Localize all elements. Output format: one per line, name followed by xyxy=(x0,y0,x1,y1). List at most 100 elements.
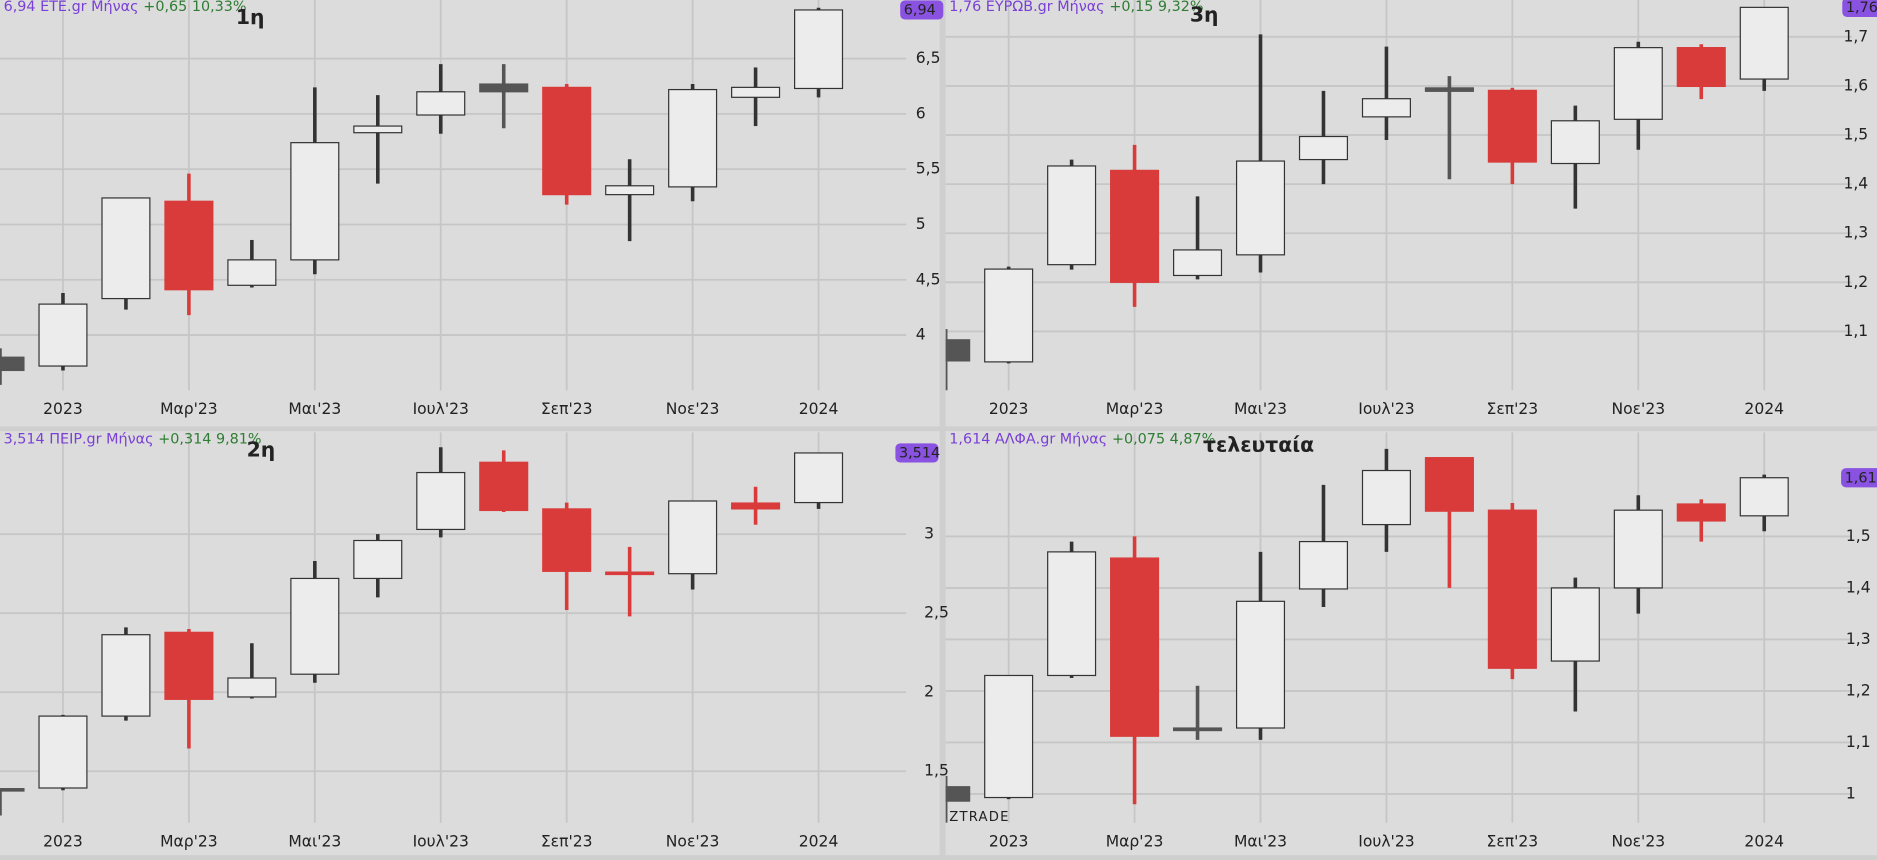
candle-body xyxy=(416,91,466,116)
candle-body xyxy=(1047,165,1097,266)
panel-title: 2η xyxy=(247,437,276,461)
x-tick-label: Νοε'23 xyxy=(1611,400,1665,418)
candle-body xyxy=(794,452,844,504)
y-tick-label: 3 xyxy=(924,525,934,543)
price-tag xyxy=(900,0,944,20)
candle-body xyxy=(38,715,88,789)
candle-body xyxy=(605,571,655,576)
y-tick-label: 1,5 xyxy=(1846,527,1871,545)
y-tick-label: 1 xyxy=(1846,784,1856,802)
candle-body xyxy=(1676,503,1726,522)
y-tick-label: 1,7 xyxy=(1843,27,1868,45)
y-tick-label: 2 xyxy=(924,683,934,701)
candles xyxy=(945,448,1789,823)
candle-body xyxy=(542,86,592,196)
y-tick-label: 1,4 xyxy=(1843,175,1868,193)
symbol-label: 3,514 ΠΕΙΡ.gr Μήνας xyxy=(4,432,154,448)
y-tick-label: 1,6 xyxy=(1843,76,1868,94)
y-tick-label: 1,1 xyxy=(1846,733,1871,751)
candle-body xyxy=(1613,509,1663,589)
y-tick-label: 2,5 xyxy=(924,604,949,622)
legend-header: 1,76 ΕΥΡΩΒ.gr Μήνας +0,15 9,32% xyxy=(949,0,1203,15)
y-tick-label: 1,2 xyxy=(1843,273,1868,291)
candle-body xyxy=(1298,135,1349,161)
candle-body xyxy=(1110,169,1160,283)
y-tick-label: 5,5 xyxy=(916,160,941,178)
price-tag-label: 6,94 xyxy=(904,3,936,19)
y-tick-label: 4 xyxy=(916,326,926,344)
x-tick-label: Νοε'23 xyxy=(666,400,720,418)
legend-header: 6,94 ΕΤΕ.gr Μήνας +0,65 10,33% xyxy=(4,0,247,15)
x-tick-label: Ιουλ'23 xyxy=(1358,832,1414,850)
candle-body xyxy=(1235,160,1286,256)
x-tick-label: Σεπ'23 xyxy=(1487,400,1539,418)
y-tick-label: 1,3 xyxy=(1843,224,1868,242)
candle-body xyxy=(1739,477,1789,517)
candle-body xyxy=(353,539,403,580)
candle-body xyxy=(479,461,529,512)
candle-body xyxy=(984,674,1034,799)
y-tick-label: 1,5 xyxy=(1843,126,1868,144)
candle-body xyxy=(731,502,781,510)
candle-body xyxy=(1550,587,1600,662)
candle-body xyxy=(945,339,971,362)
panel-title: τελευταία xyxy=(1203,433,1314,457)
x-tick-label: Ιουλ'23 xyxy=(413,400,469,418)
panel-title: 1η xyxy=(236,5,265,29)
candle-body xyxy=(605,185,655,196)
candle-body xyxy=(1173,249,1223,277)
candle-body xyxy=(794,9,844,90)
bottom-bar xyxy=(0,855,1877,860)
x-tick-label: Νοε'23 xyxy=(1611,832,1665,850)
candle-body xyxy=(1298,540,1349,590)
x-tick-label: 2023 xyxy=(989,832,1029,850)
candle-body xyxy=(1173,727,1223,732)
candle-body xyxy=(668,500,718,575)
candle-body xyxy=(101,197,151,300)
candle-body xyxy=(945,786,971,802)
candle-body xyxy=(1110,557,1160,737)
candle-body xyxy=(1424,87,1474,92)
y-tick-label: 6,5 xyxy=(916,49,941,67)
x-tick-label: Μαι'23 xyxy=(1234,400,1287,418)
candle-body xyxy=(101,634,151,717)
legend-header: 1,614 ΑΛΦΑ.gr Μήνας +0,075 4,87% xyxy=(949,432,1215,448)
candle-body xyxy=(984,268,1034,363)
candle-body xyxy=(479,83,529,93)
candle-body xyxy=(1739,6,1789,80)
y-tick-label: 6 xyxy=(916,104,926,122)
price-tag xyxy=(1842,0,1877,17)
candle-body xyxy=(1487,89,1537,163)
candle-body xyxy=(1424,457,1474,512)
price-tag xyxy=(895,443,939,463)
symbol-label: 1,76 ΕΥΡΩΒ.gr Μήνας xyxy=(949,0,1104,15)
candles xyxy=(0,7,844,385)
x-tick-label: 2023 xyxy=(43,400,83,418)
candle-body xyxy=(1361,98,1411,118)
candle-body xyxy=(1550,120,1600,165)
candle-body xyxy=(1676,47,1726,88)
candle-body xyxy=(164,631,214,700)
panel-separator xyxy=(0,426,1877,432)
y-tick-label: 1,1 xyxy=(1843,322,1868,340)
symbol-label: 6,94 ΕΤΕ.gr Μήνας xyxy=(4,0,139,15)
y-tick-label: 4,5 xyxy=(916,270,941,288)
candle-body xyxy=(1613,47,1663,120)
x-tick-label: Μαι'23 xyxy=(288,400,341,418)
x-tick-label: Σεπ'23 xyxy=(1487,832,1539,850)
candle-body xyxy=(0,356,25,372)
candle-body xyxy=(1235,600,1286,729)
price-tag-label: 1,614 xyxy=(1845,470,1877,486)
x-tick-label: 2024 xyxy=(1744,400,1784,418)
x-tick-label: 2024 xyxy=(799,400,839,418)
y-tick-label: 1,2 xyxy=(1846,681,1871,699)
candle-body xyxy=(668,88,718,188)
y-tick-label: 5 xyxy=(916,215,926,233)
x-tick-label: Μαρ'23 xyxy=(1106,832,1164,850)
candle-body xyxy=(38,303,88,367)
x-tick-label: Μαι'23 xyxy=(1234,832,1287,850)
y-tick-label: 1,4 xyxy=(1846,578,1871,596)
x-tick-label: Ιουλ'23 xyxy=(413,832,469,850)
